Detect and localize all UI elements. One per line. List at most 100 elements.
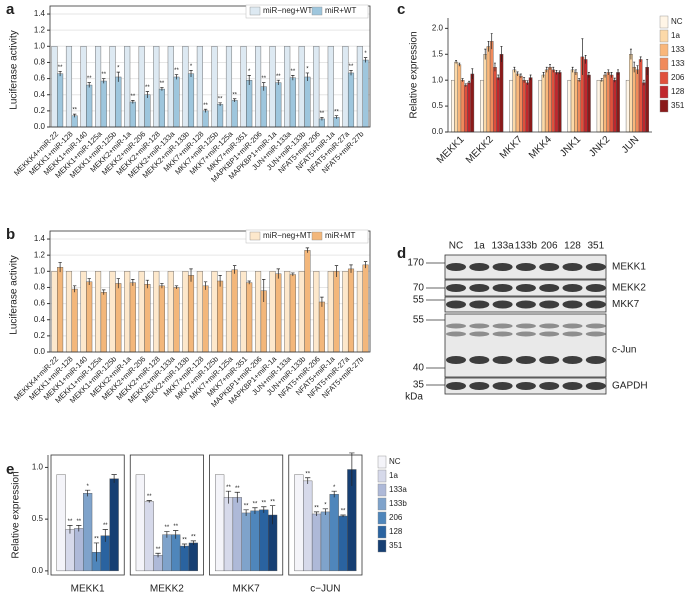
y-tick-label: 1.2 — [34, 25, 46, 34]
marker-label: 70 — [413, 283, 425, 294]
lane-label: NC — [449, 241, 463, 252]
error-bar — [261, 506, 267, 513]
error-bar — [116, 278, 120, 289]
band-label: MEKK2 — [612, 283, 646, 294]
error-bar — [455, 60, 458, 64]
bar — [616, 72, 620, 133]
bar — [80, 46, 87, 128]
legend-label: NC — [671, 17, 683, 26]
legend-label: 351 — [389, 541, 403, 550]
error-bar — [526, 80, 529, 85]
bar — [284, 46, 291, 128]
bar — [124, 46, 131, 128]
bar — [554, 72, 559, 133]
error-bar — [218, 274, 222, 287]
significance-label: * — [117, 66, 120, 72]
error-bar — [497, 74, 500, 81]
y-tick-label: 1.0 — [432, 75, 444, 84]
bar — [470, 73, 475, 133]
plot-frame — [49, 230, 371, 353]
significance-label: ** — [147, 494, 152, 500]
legend-label: 133a — [389, 485, 407, 494]
legend-label: 133a — [671, 45, 685, 54]
error-bar — [558, 70, 561, 74]
bar — [246, 282, 253, 353]
error-bar — [636, 65, 639, 74]
error-bar — [578, 78, 581, 82]
blot-band — [585, 284, 606, 292]
bar — [115, 283, 122, 353]
error-bar — [146, 500, 152, 503]
error-bar — [493, 62, 496, 72]
error-bar — [145, 91, 150, 98]
blot-band — [515, 382, 536, 390]
x-tick-label: MKK7 — [498, 134, 525, 161]
significance-label: ** — [165, 525, 170, 531]
band-label: c-Jun — [612, 345, 636, 356]
y-tick-label: 1.0 — [32, 463, 44, 472]
legend-label: miR−neg+WT — [263, 6, 312, 15]
error-bar — [76, 524, 82, 532]
bar — [65, 46, 73, 128]
bar — [467, 82, 471, 133]
bar — [298, 46, 305, 128]
bar — [225, 271, 233, 353]
significance-label: ** — [145, 85, 150, 91]
bar — [275, 273, 282, 353]
error-bar — [131, 100, 135, 104]
bar — [202, 285, 209, 353]
bar — [486, 46, 491, 133]
bar — [255, 46, 262, 128]
error-bar — [262, 279, 266, 302]
marker-label: 55 — [413, 315, 425, 326]
bar — [577, 79, 581, 133]
legend-label: 128 — [671, 87, 685, 96]
bar — [57, 73, 64, 128]
bar — [100, 80, 107, 128]
significance-label: ** — [191, 534, 196, 540]
y-tick-label: 1.5 — [432, 49, 444, 58]
bar — [109, 271, 116, 353]
error-bar — [490, 33, 493, 50]
bar — [609, 74, 614, 133]
significance-label: ** — [101, 72, 106, 78]
legend-label: 133b — [389, 499, 407, 508]
marker-label: 170 — [407, 258, 424, 269]
blot-band — [562, 300, 583, 309]
legend-swatch — [659, 85, 669, 99]
error-bar — [320, 296, 324, 307]
error-bar — [613, 77, 616, 83]
error-bar — [116, 71, 120, 82]
bar — [304, 76, 311, 128]
significance-label: ** — [261, 76, 266, 82]
error-bar — [581, 38, 584, 75]
bar — [311, 513, 322, 572]
error-bar — [189, 70, 193, 77]
bar — [342, 271, 349, 353]
bar — [74, 528, 84, 572]
blot-band — [539, 300, 560, 309]
blot-band — [492, 284, 513, 292]
significance-label: ** — [94, 537, 99, 543]
error-bar — [633, 61, 636, 73]
bar — [548, 67, 552, 133]
x-tick-label: MKK7 — [233, 584, 261, 594]
bar — [451, 79, 455, 133]
bar — [342, 46, 349, 128]
bar — [528, 77, 533, 133]
bar — [632, 67, 637, 133]
bar — [124, 271, 131, 353]
bar — [232, 497, 242, 572]
error-bar — [545, 66, 548, 73]
bar — [215, 474, 225, 572]
bar — [231, 100, 238, 128]
error-bar — [313, 511, 320, 517]
significance-label: ** — [291, 69, 296, 75]
blot-band — [585, 263, 606, 271]
significance-label: ** — [232, 92, 237, 98]
significance-label: ** — [244, 503, 249, 509]
blot-band — [492, 356, 513, 364]
lane-label: 351 — [587, 241, 604, 252]
error-bar — [269, 505, 276, 525]
marker-label: 35 — [413, 380, 425, 391]
